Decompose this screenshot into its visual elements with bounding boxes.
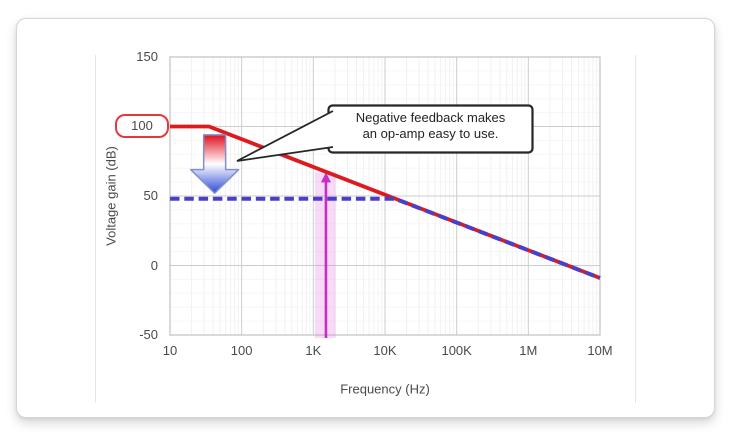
gain-100-badge: 100 (115, 114, 169, 138)
x-tick-label: 1K (305, 343, 322, 358)
chart-panel-left-edge (95, 55, 96, 403)
callout-text: Negative feedback makes an op-amp easy t… (330, 110, 531, 142)
x-tick-label: 100 (230, 343, 253, 358)
callout-tail-edge-bottom (236, 146, 334, 162)
x-tick-label: 10M (587, 343, 613, 358)
y-tick-label: -50 (139, 327, 158, 342)
y-tick-label: 150 (136, 49, 158, 64)
x-tick-label: 10K (373, 343, 397, 358)
frequency-marker-arrowhead (320, 172, 331, 183)
plot-frame (169, 56, 601, 336)
x-tick-label: 100K (441, 343, 472, 358)
y-tick-label: 50 (143, 188, 158, 203)
x-tick-label: 1M (519, 343, 538, 358)
x-tick-label: 10 (162, 343, 178, 358)
callout-text-line1: Negative feedback makes (355, 110, 506, 125)
closed-loop-gain-line (170, 196, 601, 280)
x-axis-title: Frequency (Hz) (340, 381, 430, 397)
feedback-down-arrow (189, 134, 240, 194)
y-tick-label: 0 (150, 257, 158, 273)
callout-tail-edge-top (236, 110, 334, 162)
chart-panel-right-edge (635, 55, 636, 403)
callout-text-line2: an op-amp easy to use. (362, 126, 499, 141)
